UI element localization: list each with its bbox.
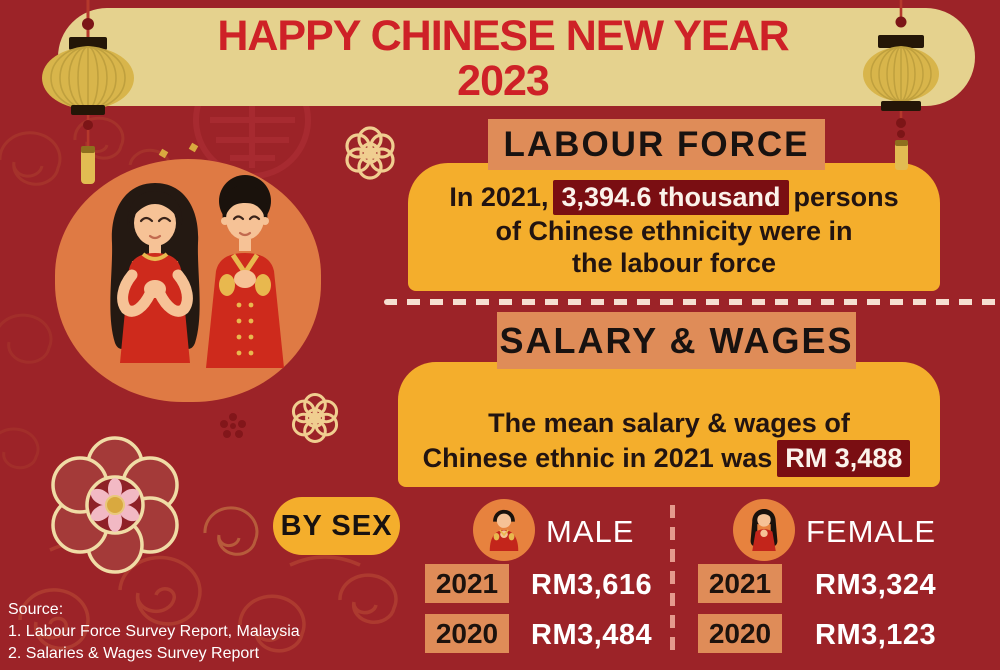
cloud-swirl-icon <box>203 506 259 556</box>
male-label: MALE <box>546 514 635 549</box>
source-line-1: 1. Labour Force Survey Report, Malaysia <box>8 623 300 640</box>
female-person-icon <box>750 509 778 551</box>
salary-line-2: Chinese ethnic in 2021 was RM 3,488 <box>398 440 940 477</box>
labour-force-heading: LABOUR FORCE <box>488 119 825 170</box>
cloud-swirl-icon <box>0 313 53 470</box>
female-value-2021: RM3,324 <box>815 569 937 601</box>
male-icon-circle <box>473 499 535 561</box>
title-line-2: 2023 <box>457 57 550 105</box>
by-sex-badge: BY SEX <box>273 497 400 555</box>
salary-wages-card: The mean salary & wages of Chinese ethni… <box>398 362 940 487</box>
salary-line-1: The mean salary & wages of <box>488 408 850 438</box>
dashed-divider-vertical <box>670 505 675 658</box>
title-banner <box>58 8 975 106</box>
female-icon-circle <box>733 499 795 561</box>
salary-wages-heading: SALARY & WAGES <box>497 312 856 369</box>
male-year-badge-2021: 2021 <box>425 564 509 603</box>
male-value-2021: RM3,616 <box>531 569 653 601</box>
sprig-flower-icon <box>220 413 246 438</box>
greeting-couple-illustration <box>110 175 284 368</box>
salary-highlight: RM 3,488 <box>777 440 911 477</box>
salary-wages-heading-label: SALARY & WAGES <box>499 320 854 361</box>
plum-blossom-icon <box>51 436 179 574</box>
dashed-divider-horizontal <box>384 299 1000 305</box>
cloud-swirl-icon <box>18 539 398 653</box>
male-year-badge-2020: 2020 <box>425 614 509 653</box>
labour-force-heading-label: LABOUR FORCE <box>503 125 810 164</box>
source-label: Source: <box>8 601 64 618</box>
gold-flower-icon <box>345 126 395 180</box>
chinese-lantern-icon <box>42 0 134 184</box>
male-person-icon <box>489 509 519 551</box>
female-year-badge-2020: 2020 <box>698 614 782 653</box>
male-value-2020: RM3,484 <box>531 619 653 651</box>
labour-force-highlight: 3,394.6 thousand <box>553 180 789 215</box>
labour-force-line-1: In 2021, 3,394.6 thousand persons <box>408 180 940 215</box>
female-year-badge-2021: 2021 <box>698 564 782 603</box>
chinese-lantern-icon <box>863 0 939 170</box>
female-value-2020: RM3,123 <box>815 619 937 651</box>
female-label: FEMALE <box>806 514 937 549</box>
source-line-2: 2. Salaries & Wages Survey Report <box>8 645 260 662</box>
woman-dress <box>120 253 190 363</box>
labour-force-line-3: the labour force <box>571 248 777 278</box>
labour-force-card: In 2021, 3,394.6 thousand persons of Chine… <box>408 163 940 291</box>
source-note: Source: 1. Labour Force Survey Report, M… <box>8 599 300 665</box>
page-title: HAPPY CHINESE NEW YEAR 2023 <box>58 14 948 104</box>
gold-flower-icon <box>291 393 339 443</box>
man-hair <box>222 185 268 221</box>
labour-force-line-2: of Chinese ethnicity were in <box>495 216 853 246</box>
woman-hair <box>110 183 200 349</box>
title-line-1: HAPPY CHINESE NEW YEAR <box>217 12 789 60</box>
